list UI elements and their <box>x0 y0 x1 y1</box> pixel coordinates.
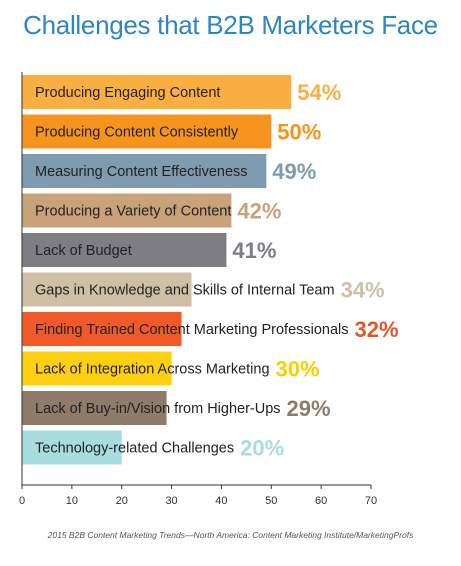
bar <box>22 233 227 267</box>
bar-value-label: 30% <box>276 357 320 382</box>
bar-category-label: Lack of Buy-in/Vision from Higher-Ups <box>35 401 281 417</box>
x-tick-label: 70 <box>365 495 377 507</box>
x-tick-label: 50 <box>265 495 277 507</box>
bar-value-label: 34% <box>341 278 385 303</box>
bar <box>22 312 182 346</box>
bar-category-label: Lack of Budget <box>35 243 132 259</box>
bar-category-label: Producing a Variety of Content <box>35 204 231 220</box>
bar <box>22 114 272 149</box>
bar-value-label: 29% <box>287 396 331 421</box>
bar-value-label: 42% <box>237 199 281 224</box>
bar <box>22 430 122 465</box>
bar-value-label: 20% <box>240 436 284 461</box>
bar-value-label: 32% <box>355 317 399 342</box>
bar <box>22 154 267 188</box>
x-tick-label: 10 <box>66 495 78 507</box>
bar-category-label: Lack of Integration Across Marketing <box>35 362 270 378</box>
bar-category-label: Technology-related Challenges <box>35 441 234 457</box>
source-note: 2015 B2B Content Marketing Trends—North … <box>47 530 414 540</box>
bar-category-label: Producing Content Consistently <box>35 125 239 141</box>
x-tick-label: 40 <box>215 495 227 507</box>
x-tick-label: 20 <box>116 495 128 507</box>
bar-value-label: 54% <box>297 80 341 105</box>
bar-value-label: 41% <box>232 238 276 263</box>
bar-category-label: Finding Trained Content Marketing Profes… <box>35 322 349 338</box>
chart-title: Challenges that B2B Marketers Face <box>23 10 438 40</box>
bar-category-label: Gaps in Knowledge and Skills of Internal… <box>35 283 335 299</box>
bar-value-label: 50% <box>277 120 321 145</box>
bar <box>22 351 172 386</box>
bar-category-label: Measuring Content Effectiveness <box>35 164 248 180</box>
x-tick-label: 30 <box>165 495 177 507</box>
bar <box>22 391 167 425</box>
x-tick-label: 60 <box>315 495 327 507</box>
bar-category-label: Producing Engaging Content <box>35 85 220 101</box>
x-tick-label: 0 <box>19 495 25 507</box>
bar <box>22 193 232 228</box>
bar-value-label: 49% <box>272 159 316 184</box>
bar <box>22 272 192 307</box>
bar <box>22 75 292 109</box>
